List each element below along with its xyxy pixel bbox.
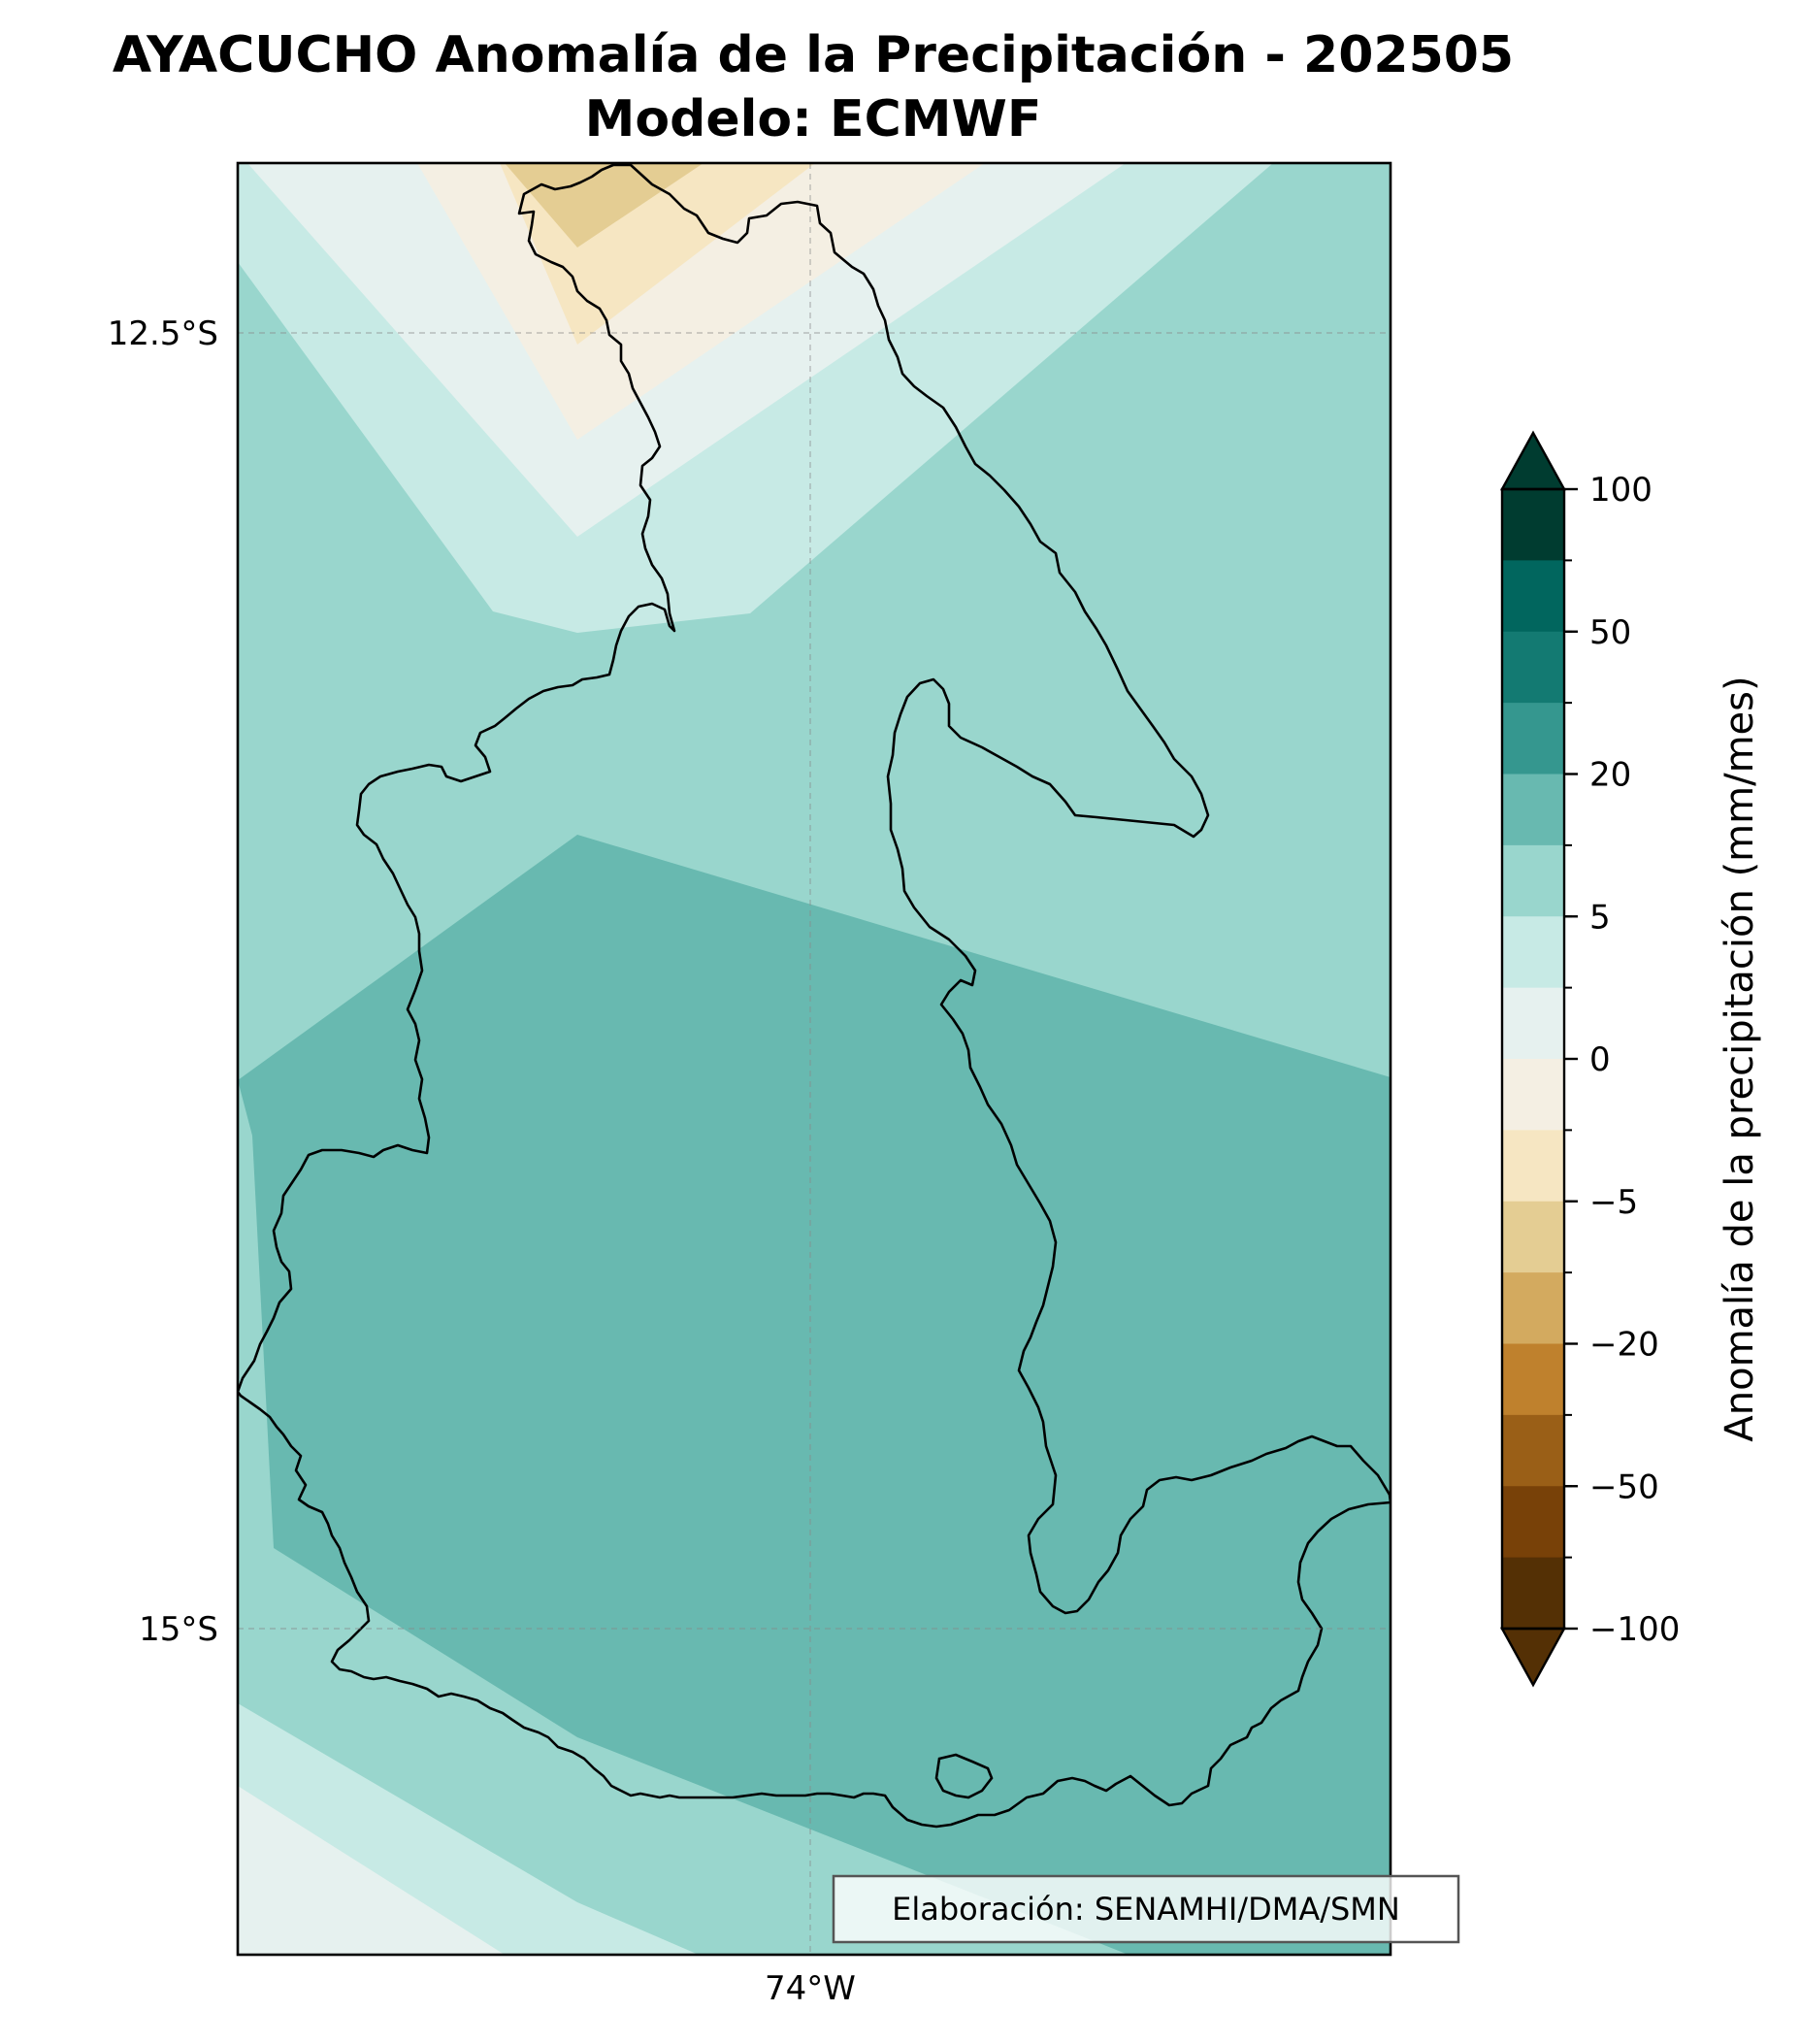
colorbar-tick-label: 5 bbox=[1589, 898, 1611, 937]
colorbar-tick-label: −5 bbox=[1589, 1183, 1638, 1222]
colorbar-segment bbox=[1502, 1486, 1564, 1559]
colorbar-segment bbox=[1502, 1272, 1564, 1344]
colorbar-segment bbox=[1502, 631, 1564, 704]
colorbar-tick-label: 20 bbox=[1589, 756, 1631, 795]
colorbar-tick-label: 100 bbox=[1589, 471, 1653, 510]
colorbar-tick-label: 0 bbox=[1589, 1040, 1611, 1079]
colorbar-segment bbox=[1502, 774, 1564, 846]
colorbar-segment bbox=[1502, 560, 1564, 633]
lon-label-74: 74°W bbox=[765, 1969, 856, 2008]
colorbar-segment bbox=[1502, 1059, 1564, 1131]
anomaly-band-sw-0 bbox=[238, 1786, 505, 1955]
colorbar-label: Anomalía de la precipitación (mm/mes) bbox=[1718, 676, 1762, 1441]
colorbar-tick-label: −50 bbox=[1589, 1467, 1659, 1506]
colorbar-segment bbox=[1502, 1414, 1564, 1487]
map-frame bbox=[236, 161, 1392, 1957]
department-boundary bbox=[238, 163, 1391, 1829]
colorbar-segment bbox=[1502, 489, 1564, 561]
colorbar-segment bbox=[1502, 1201, 1564, 1273]
colorbar-segment bbox=[1502, 1343, 1564, 1416]
credit-box bbox=[832, 1874, 1460, 1944]
colorbar-segments bbox=[1502, 489, 1564, 1630]
map-area bbox=[238, 163, 1391, 1955]
colorbar-tick-label: 50 bbox=[1589, 613, 1631, 652]
anomaly-band-10 bbox=[238, 835, 1391, 1955]
map-title-line1: AYACUCHO Anomalía de la Precipitación - … bbox=[113, 26, 1514, 84]
colorbar-segment bbox=[1502, 844, 1564, 917]
map-title-line2: Modelo: ECMWF bbox=[585, 90, 1042, 148]
colorbar-segment bbox=[1502, 987, 1564, 1060]
colorbar-segment bbox=[1502, 1557, 1564, 1630]
colorbar-extend-top bbox=[1499, 430, 1567, 491]
credit-text: Elaboración: SENAMHI/DMA/SMN bbox=[892, 1891, 1400, 1928]
colorbar-segment bbox=[1502, 916, 1564, 989]
colorbar-tick-label: −100 bbox=[1589, 1610, 1680, 1649]
lat-label-15: 15°S bbox=[139, 1610, 218, 1649]
colorbar-tick-label: −20 bbox=[1589, 1326, 1659, 1365]
colorbar-segment bbox=[1502, 1130, 1564, 1203]
lat-label-12-5: 12.5°S bbox=[108, 314, 218, 353]
colorbar-extend-bottom bbox=[1499, 1627, 1567, 1688]
boundary-enclave bbox=[934, 1753, 994, 1799]
colorbar-segment bbox=[1502, 703, 1564, 775]
